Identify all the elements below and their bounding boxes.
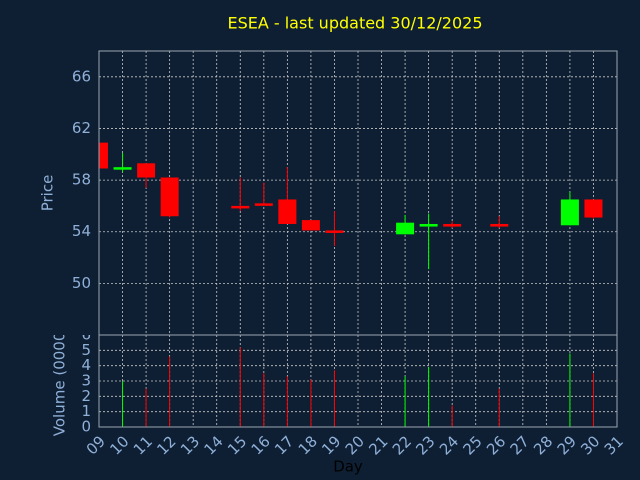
candle-body: [137, 163, 156, 178]
candle-body: [231, 205, 250, 209]
candle-body: [254, 203, 273, 206]
chart-title: ESEA - last updated 30/12/2025: [227, 14, 482, 33]
y-tick-label: 54: [72, 222, 91, 240]
candle-body: [560, 199, 579, 226]
candle-body: [278, 199, 297, 224]
volume-tick-label: 0: [81, 418, 91, 436]
volume-tick-label: 3: [81, 372, 91, 390]
candle-body: [160, 177, 179, 217]
y-tick-label: 62: [72, 119, 91, 137]
volume-tick-label: 2: [81, 387, 91, 405]
volume-tick-label: 1: [81, 402, 91, 420]
y-tick-label: 50: [72, 274, 91, 292]
candle-body: [584, 199, 603, 218]
y-axis-label: Price: [39, 175, 57, 212]
candle-body: [419, 223, 438, 227]
candle-body: [443, 223, 462, 227]
mask: [0, 51, 99, 335]
volume-axis-label: Volume (0000): [51, 326, 69, 436]
panel-frame: [98, 334, 618, 428]
candle-body: [325, 230, 344, 233]
x-axis-label: Day: [333, 458, 363, 476]
candle-body: [396, 222, 415, 235]
volume-tick-label: 5: [81, 341, 91, 359]
candle-body: [301, 220, 320, 231]
y-tick-label: 66: [72, 67, 91, 85]
y-tick-label: 58: [72, 171, 91, 189]
volume-tick-label: 4: [81, 356, 91, 374]
candle-body: [490, 223, 509, 227]
candle-body: [113, 167, 132, 170]
